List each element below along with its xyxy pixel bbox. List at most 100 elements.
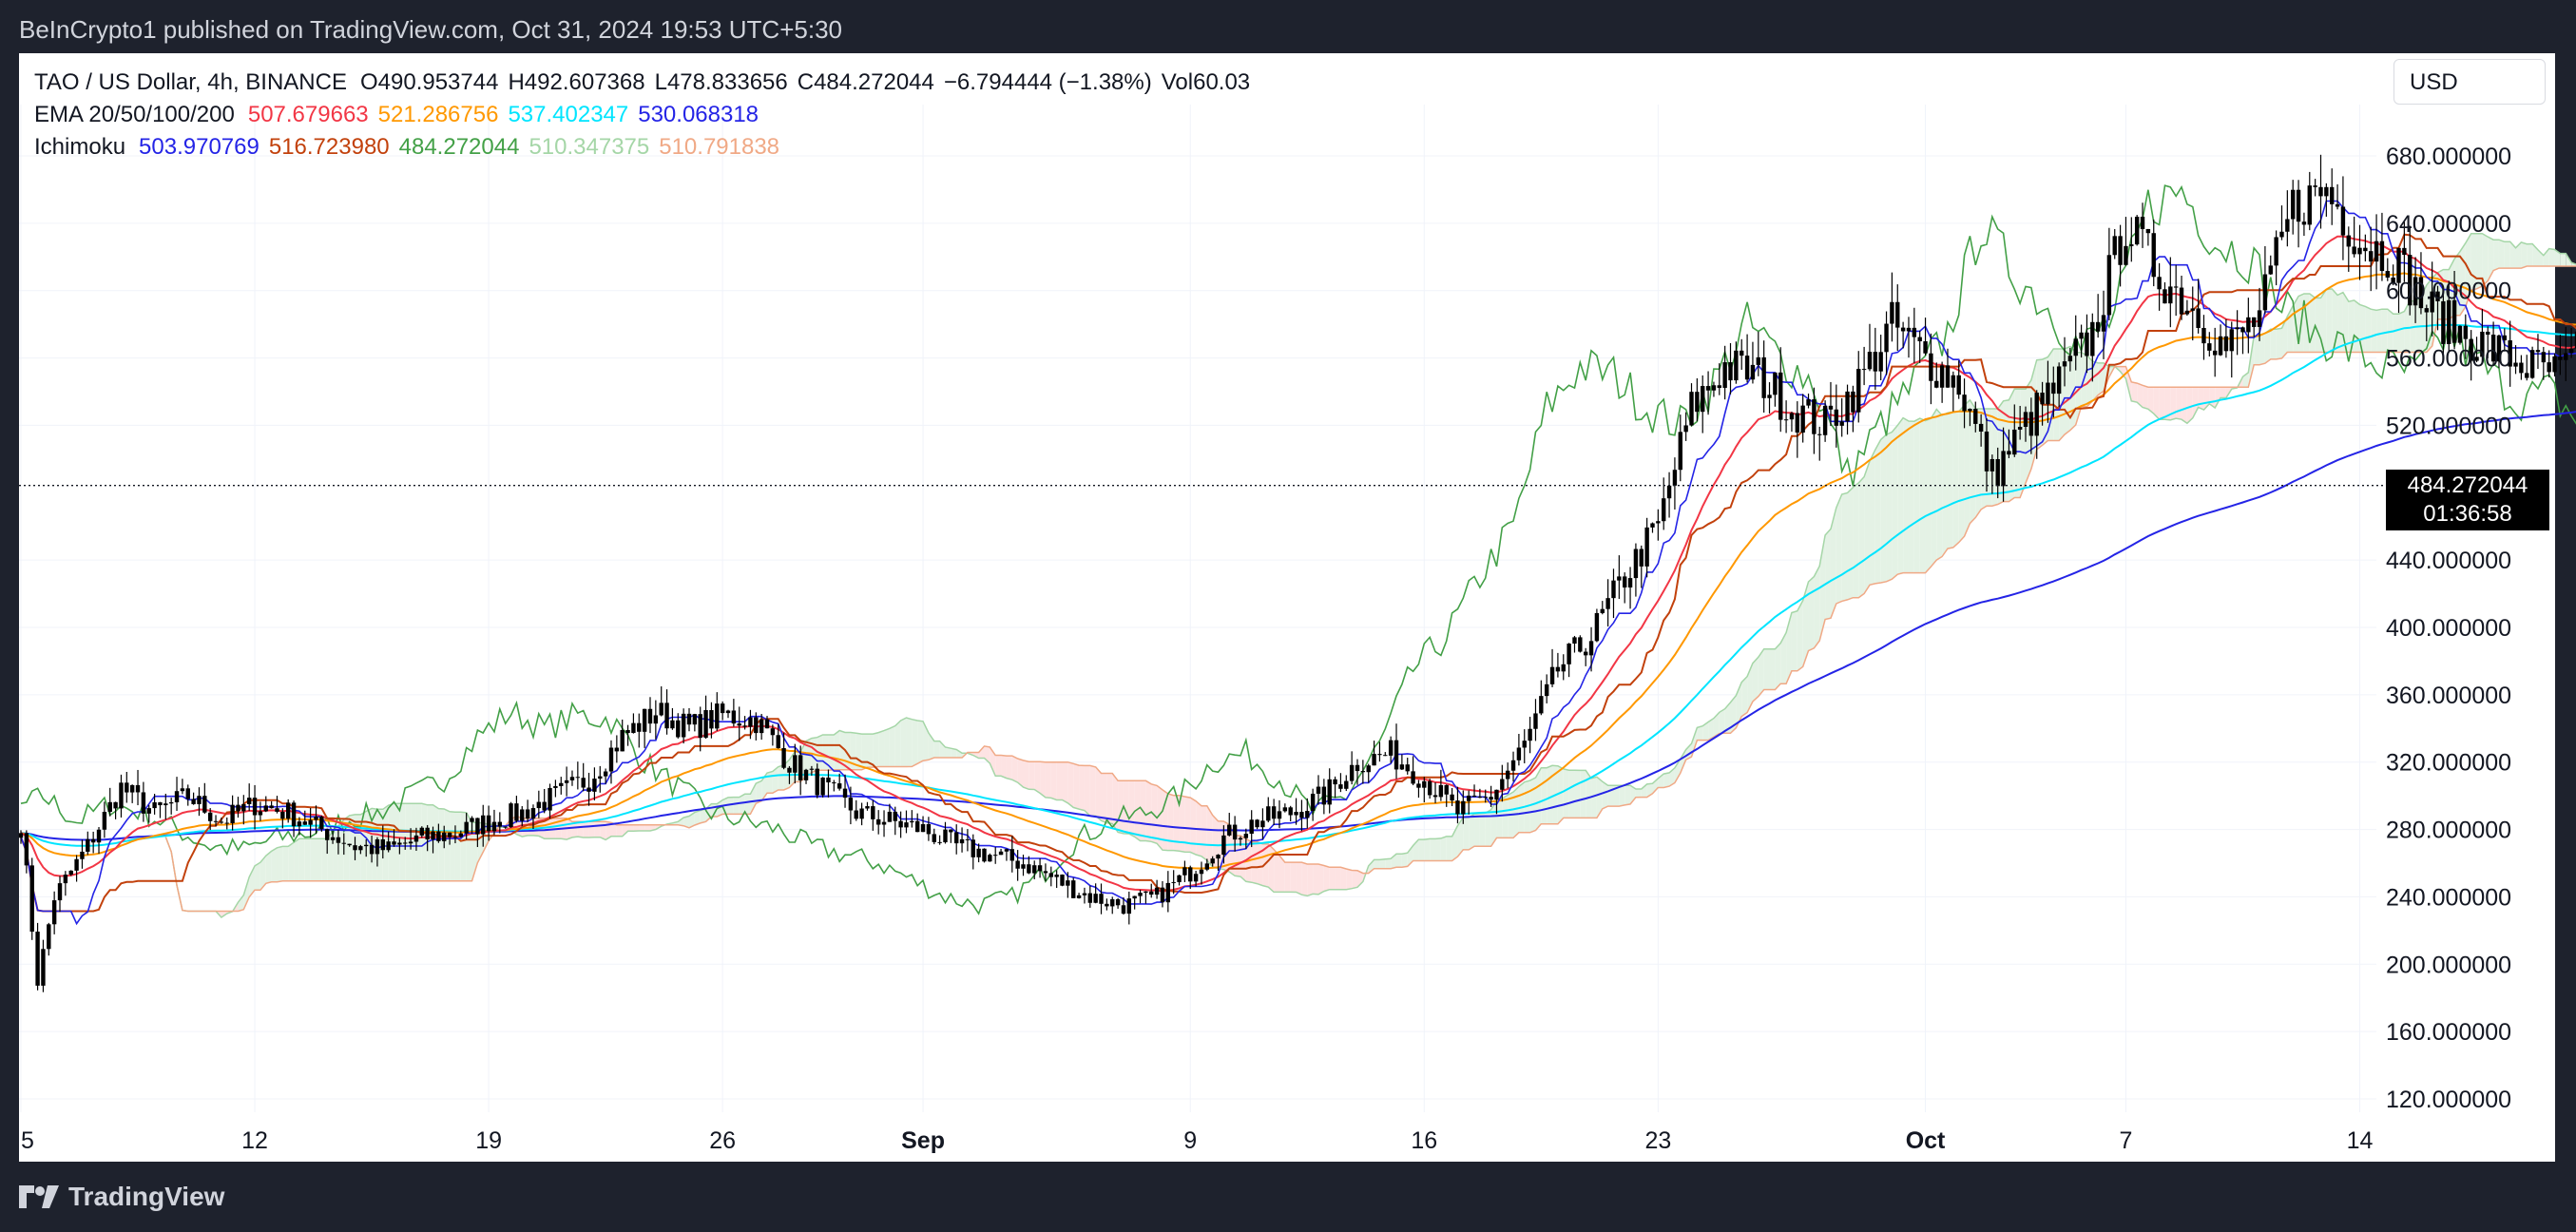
candle-body — [1656, 521, 1661, 524]
candle-body — [57, 883, 63, 901]
cloud-segment — [889, 725, 895, 767]
candle-body — [581, 778, 586, 788]
candle-body — [207, 812, 213, 821]
candle-body — [74, 858, 79, 871]
cloud-segment — [1017, 758, 1024, 788]
candle-body — [1516, 747, 1522, 760]
candle-body — [1939, 365, 1945, 388]
candle-body — [1505, 770, 1510, 780]
cloud-segment — [900, 718, 907, 767]
cloud-segment — [1535, 767, 1542, 831]
candle-body — [787, 767, 792, 773]
candle-body — [1945, 365, 1951, 388]
cloud-segment — [2254, 335, 2260, 365]
tradingview-logo-icon — [19, 1185, 59, 1208]
y-axis: 680.000000 640.000000 600.000000 560.000000… — [2386, 144, 2511, 1113]
cloud-segment — [1335, 867, 1341, 890]
cloud-segment — [2220, 387, 2226, 398]
cloud-segment — [1251, 841, 1258, 884]
candle-body — [1633, 549, 1639, 579]
cloud-segment — [1964, 399, 1970, 537]
candle-body — [1027, 864, 1031, 874]
cloud-segment — [912, 719, 918, 767]
cloud-segment — [1958, 405, 1965, 543]
candle-body — [2346, 235, 2351, 247]
candle-body — [1466, 795, 1471, 801]
span-a-value: 510.347375 — [529, 134, 650, 160]
candle-body — [2430, 291, 2434, 313]
candle-body — [1806, 399, 1811, 406]
candle-body — [35, 932, 40, 986]
candle-body — [1043, 871, 1048, 874]
candle-body — [119, 782, 124, 809]
cloud-segment — [694, 810, 701, 825]
symbol-title: TAO / US Dollar, 4h, BINANCE — [34, 69, 347, 95]
candle-body — [776, 735, 780, 749]
currency-selector[interactable]: USD — [2393, 59, 2546, 105]
candle-body — [1310, 793, 1316, 812]
candle-body — [1588, 641, 1594, 656]
ohlc-low: L478.833656 — [654, 69, 788, 95]
cloud-segment — [2554, 249, 2561, 266]
candle-body — [141, 792, 146, 814]
cloud-segment — [873, 732, 879, 768]
last-price-tag: 484.272044 01:36:58 — [2386, 470, 2549, 530]
tradingview-logo[interactable]: TradingView — [19, 1181, 224, 1213]
cloud-segment — [583, 821, 589, 837]
y-tick-label: 280.000000 — [2386, 818, 2511, 844]
candle-body — [1822, 405, 1828, 435]
cloud-segment — [1240, 836, 1246, 882]
candle-body — [1405, 764, 1410, 772]
candle-body — [1422, 780, 1427, 788]
cloud-segment — [1758, 648, 1764, 697]
cloud-segment — [639, 824, 645, 832]
candle-body — [1099, 894, 1104, 904]
y-tick-label: 160.000000 — [2386, 1019, 2511, 1046]
chart-panel[interactable] — [19, 53, 2555, 1162]
cloud-segment — [2365, 306, 2372, 353]
cloud-segment — [1797, 600, 1803, 671]
x-tick-label: 14 — [2347, 1127, 2374, 1154]
cloud-segment — [1067, 761, 1074, 808]
candle-body — [2391, 277, 2395, 283]
cloud-segment — [2026, 379, 2031, 484]
candle-body — [1817, 433, 1822, 435]
candle-body — [1076, 895, 1082, 898]
cloud-segment — [1073, 763, 1080, 810]
candle-body — [836, 783, 842, 789]
candle-body — [659, 703, 663, 716]
symbol-legend-row[interactable]: TAO / US Dollar, 4h, BINANCE O490.953744 H… — [34, 67, 1259, 99]
cloud-segment — [1791, 610, 1797, 671]
bottom-bar: TradingView — [0, 1162, 2576, 1232]
ichimoku-legend-row[interactable]: Ichimoku 503.970769 516.723980 484.272044 51… — [34, 131, 1259, 164]
cloud-segment — [1747, 663, 1753, 713]
candle-body — [464, 821, 469, 834]
cloud-segment — [1931, 409, 1937, 568]
cloud-segment — [265, 851, 272, 884]
candle-body — [686, 713, 692, 725]
price-change: −6.794444 (−1.38%) — [943, 69, 1152, 95]
candle-body — [2085, 332, 2089, 356]
candle-body — [2480, 331, 2485, 357]
cloud-segment — [2498, 240, 2505, 269]
cloud-segment — [1001, 755, 1007, 779]
cloud-segment — [1040, 761, 1046, 798]
cloud-segment — [1006, 756, 1012, 780]
candle-body — [2151, 233, 2156, 278]
candle-body — [2173, 286, 2179, 288]
candle-body — [1227, 824, 1232, 836]
candle-body — [1644, 527, 1649, 567]
span-a-line — [164, 232, 2576, 918]
ema-legend-row[interactable]: EMA 20/50/100/200 507.679663 521.286756 537… — [34, 99, 1259, 131]
candle-body — [413, 835, 419, 842]
candle-body — [1701, 386, 1705, 413]
cloud-segment — [750, 783, 757, 815]
candle-body — [125, 782, 129, 793]
candle-body — [375, 838, 380, 855]
candle-body — [709, 710, 714, 729]
candle-body — [291, 802, 297, 827]
candle-body — [1522, 741, 1527, 748]
candle-body — [1327, 779, 1332, 805]
cloud-segment — [606, 821, 611, 840]
